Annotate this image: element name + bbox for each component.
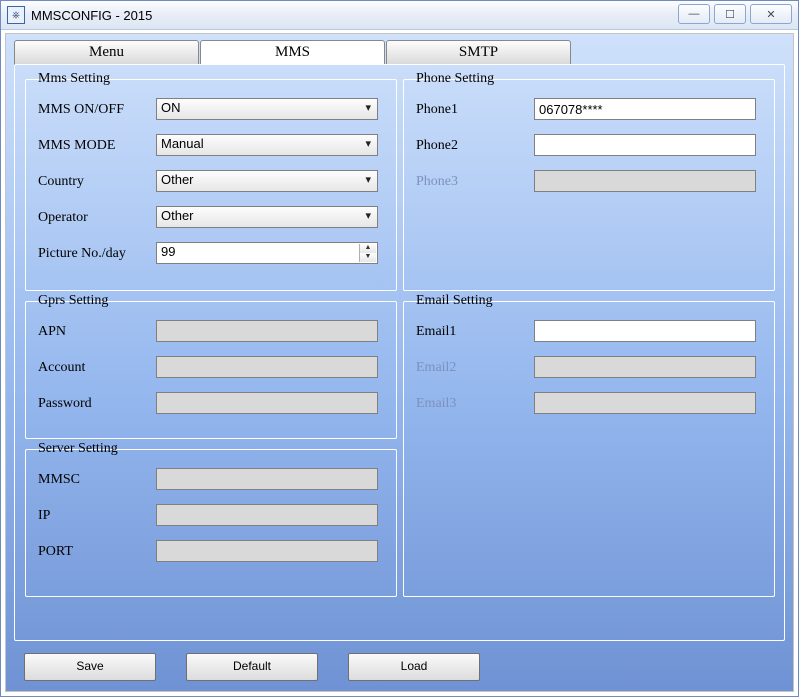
select-country[interactable]: Other	[156, 170, 378, 192]
input-email3	[534, 392, 756, 414]
group-title-phone: Phone Setting	[412, 71, 498, 87]
label-mmsc: MMSC	[38, 472, 80, 488]
input-ip	[156, 504, 378, 526]
input-phone3	[534, 170, 756, 192]
input-password	[156, 392, 378, 414]
input-mmsc	[156, 468, 378, 490]
spin-up-icon[interactable]: ▲	[360, 244, 376, 253]
load-button[interactable]: Load	[348, 653, 480, 681]
select-mms-onoff-value: ON	[161, 100, 181, 115]
label-account: Account	[38, 360, 85, 376]
minimize-button[interactable]: —	[678, 4, 710, 24]
label-picture-no: Picture No./day	[38, 246, 126, 262]
input-apn	[156, 320, 378, 342]
input-account	[156, 356, 378, 378]
label-mms-mode: MMS MODE	[38, 138, 115, 154]
label-phone2: Phone2	[416, 138, 458, 154]
label-phone3: Phone3	[416, 174, 458, 190]
group-title-server: Server Setting	[34, 441, 122, 457]
titlebar[interactable]: ⎈ MMSCONFIG - 2015 — ☐ ✕	[1, 1, 798, 30]
spin-down-icon[interactable]: ▼	[360, 253, 376, 262]
input-phone1[interactable]	[534, 98, 756, 120]
select-mms-mode[interactable]: Manual	[156, 134, 378, 156]
close-button[interactable]: ✕	[750, 4, 792, 24]
group-phone-setting: Phone Setting Phone1 Phone2 Phone3	[403, 79, 775, 291]
select-operator-value: Other	[161, 208, 194, 223]
label-country: Country	[38, 174, 84, 190]
tab-menu[interactable]: Menu	[14, 40, 199, 65]
tabpage-mms: Mms Setting MMS ON/OFF ON MMS MODE Manua…	[14, 64, 785, 641]
spin-picture-no-value: 99	[161, 244, 175, 259]
input-port	[156, 540, 378, 562]
app-window: ⎈ MMSCONFIG - 2015 — ☐ ✕ Menu MMS SMTP M…	[0, 0, 799, 697]
label-operator: Operator	[38, 210, 88, 226]
client-area: Menu MMS SMTP Mms Setting MMS ON/OFF ON …	[5, 33, 794, 692]
label-ip: IP	[38, 508, 50, 524]
tab-smtp[interactable]: SMTP	[386, 40, 571, 65]
tabstrip: Menu MMS SMTP	[14, 40, 572, 64]
label-port: PORT	[38, 544, 73, 560]
app-icon: ⎈	[7, 6, 25, 24]
label-email1: Email1	[416, 324, 456, 340]
label-phone1: Phone1	[416, 102, 458, 118]
group-title-gprs: Gprs Setting	[34, 293, 112, 309]
label-mms-onoff: MMS ON/OFF	[38, 102, 124, 118]
group-server-setting: Server Setting MMSC IP PORT	[25, 449, 397, 597]
select-country-value: Other	[161, 172, 194, 187]
save-button[interactable]: Save	[24, 653, 156, 681]
select-mms-mode-value: Manual	[161, 136, 204, 151]
group-gprs-setting: Gprs Setting APN Account Password	[25, 301, 397, 439]
select-mms-onoff[interactable]: ON	[156, 98, 378, 120]
group-email-setting: Email Setting Email1 Email2 Email3	[403, 301, 775, 597]
label-email3: Email3	[416, 396, 456, 412]
group-title-email: Email Setting	[412, 293, 497, 309]
select-operator[interactable]: Other	[156, 206, 378, 228]
input-email2	[534, 356, 756, 378]
tab-mms[interactable]: MMS	[200, 40, 385, 65]
maximize-button[interactable]: ☐	[714, 4, 746, 24]
label-password: Password	[38, 396, 92, 412]
spin-picture-no[interactable]: 99 ▲▼	[156, 242, 378, 264]
group-mms-setting: Mms Setting MMS ON/OFF ON MMS MODE Manua…	[25, 79, 397, 291]
default-button[interactable]: Default	[186, 653, 318, 681]
input-phone2[interactable]	[534, 134, 756, 156]
input-email1[interactable]	[534, 320, 756, 342]
label-email2: Email2	[416, 360, 456, 376]
window-title: MMSCONFIG - 2015	[31, 8, 152, 23]
label-apn: APN	[38, 324, 66, 340]
group-title-mms: Mms Setting	[34, 71, 114, 87]
bottom-buttons: Save Default Load	[24, 653, 480, 681]
